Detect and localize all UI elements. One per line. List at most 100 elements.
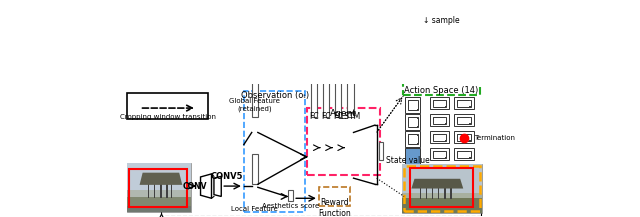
Bar: [408, 126, 409, 127]
Text: Agent: Agent: [330, 109, 357, 118]
Text: Action Space (14): Action Space (14): [404, 86, 479, 95]
Bar: [429, 114, 449, 126]
Bar: [417, 100, 418, 102]
Bar: [457, 100, 458, 101]
Bar: [438, 180, 440, 199]
Bar: [433, 100, 434, 101]
Bar: [323, 56, 329, 117]
Bar: [403, 198, 481, 213]
Text: Local Feature: Local Feature: [232, 205, 278, 212]
Bar: [457, 117, 458, 118]
Polygon shape: [412, 179, 463, 189]
Bar: [426, 180, 428, 199]
Bar: [129, 169, 187, 207]
Text: FC: FC: [309, 112, 319, 121]
Bar: [288, 190, 293, 201]
Bar: [154, 179, 156, 198]
Bar: [457, 151, 458, 152]
Bar: [451, 180, 452, 199]
Bar: [160, 179, 161, 198]
Text: Global Feature
(retained): Global Feature (retained): [229, 98, 280, 112]
Text: Aesthetics score: Aesthetics score: [262, 203, 319, 209]
Bar: [127, 163, 191, 212]
Bar: [429, 131, 449, 143]
Bar: [445, 134, 446, 135]
Bar: [335, 56, 341, 117]
Bar: [433, 100, 446, 107]
Bar: [433, 134, 434, 135]
Bar: [408, 117, 409, 118]
Bar: [408, 108, 409, 110]
Bar: [433, 140, 434, 141]
Bar: [403, 164, 481, 213]
Bar: [252, 154, 258, 184]
Bar: [127, 197, 191, 212]
Bar: [420, 180, 421, 199]
Bar: [127, 163, 191, 190]
Bar: [457, 134, 470, 141]
Polygon shape: [140, 173, 182, 185]
Text: Cropping window transition: Cropping window transition: [120, 114, 216, 120]
Bar: [433, 151, 446, 158]
Bar: [454, 148, 474, 161]
Bar: [432, 180, 433, 199]
Bar: [429, 148, 449, 161]
Bar: [457, 157, 458, 158]
Bar: [417, 126, 418, 127]
Text: ↓ sample: ↓ sample: [423, 16, 460, 25]
Bar: [445, 123, 446, 124]
Bar: [457, 100, 470, 107]
Bar: [454, 97, 474, 109]
Bar: [457, 140, 458, 141]
Bar: [457, 106, 458, 107]
Bar: [433, 117, 434, 118]
Bar: [405, 131, 420, 147]
Text: Reward
Function: Reward Function: [318, 198, 351, 217]
Bar: [127, 206, 191, 212]
Bar: [311, 56, 317, 117]
Bar: [445, 106, 446, 107]
Bar: [433, 134, 446, 141]
FancyBboxPatch shape: [127, 94, 208, 119]
Text: FC: FC: [321, 112, 331, 121]
Bar: [405, 97, 420, 113]
Bar: [417, 108, 418, 110]
Bar: [454, 131, 474, 143]
Text: State value: State value: [386, 156, 429, 165]
Bar: [403, 164, 481, 193]
Bar: [445, 151, 446, 152]
Bar: [408, 100, 409, 102]
Bar: [348, 56, 353, 117]
Bar: [445, 140, 446, 141]
Text: Observation (oₜ): Observation (oₜ): [241, 91, 309, 100]
Bar: [408, 117, 418, 127]
Polygon shape: [200, 174, 211, 198]
Bar: [444, 180, 445, 199]
Bar: [410, 168, 473, 207]
Text: CONV5: CONV5: [211, 172, 244, 181]
Bar: [408, 100, 418, 110]
Bar: [457, 134, 458, 135]
Bar: [417, 143, 418, 144]
Bar: [171, 179, 172, 198]
Polygon shape: [214, 176, 221, 196]
Bar: [433, 157, 434, 158]
Bar: [445, 100, 446, 101]
Text: Termination: Termination: [474, 135, 515, 141]
Bar: [457, 117, 470, 124]
Bar: [405, 114, 420, 130]
Bar: [408, 134, 409, 136]
Bar: [457, 151, 470, 158]
Bar: [433, 117, 446, 124]
Bar: [433, 106, 434, 107]
Bar: [148, 179, 149, 198]
Bar: [429, 97, 449, 109]
Bar: [433, 123, 434, 124]
Text: CONV: CONV: [182, 182, 207, 191]
Bar: [408, 134, 418, 144]
Bar: [378, 142, 383, 160]
Bar: [405, 148, 420, 164]
Bar: [408, 143, 409, 144]
Text: FC: FC: [333, 112, 343, 121]
Bar: [445, 157, 446, 158]
